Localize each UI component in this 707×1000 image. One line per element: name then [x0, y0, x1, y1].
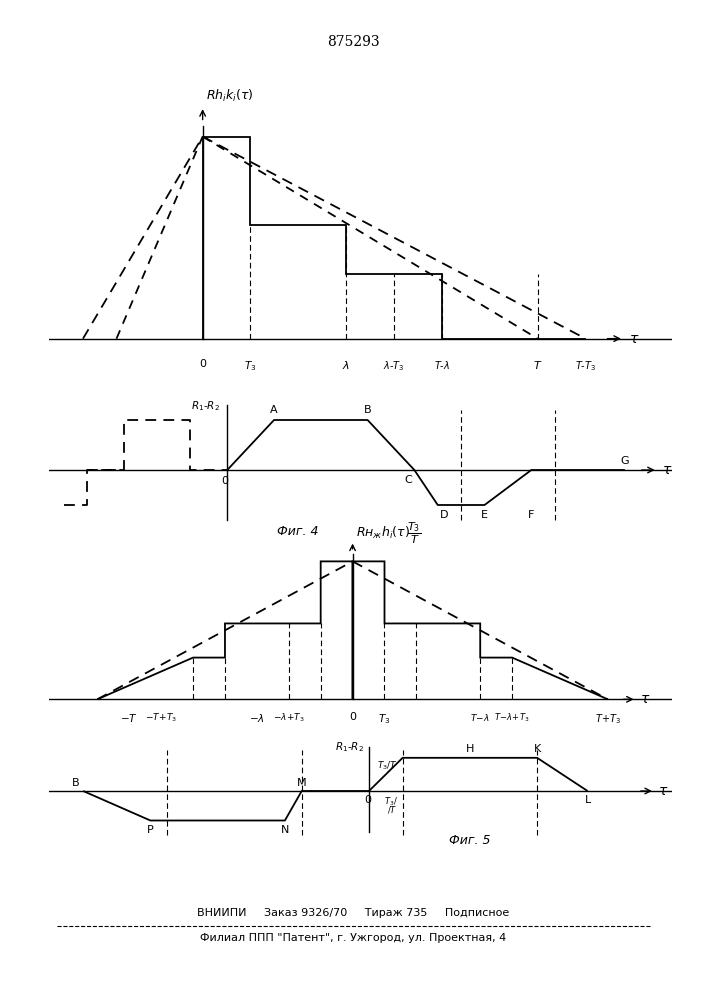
Text: $T$-$T_3$: $T$-$T_3$: [575, 359, 596, 373]
Text: $R_1$-$R_2$: $R_1$-$R_2$: [192, 399, 221, 413]
Text: K: K: [534, 744, 541, 754]
Text: 0: 0: [199, 359, 206, 369]
Text: N: N: [281, 825, 289, 835]
Text: $-\lambda\!+\!T_3$: $-\lambda\!+\!T_3$: [273, 712, 305, 724]
Text: $-T$: $-T$: [120, 712, 138, 724]
Text: Фиг. 4: Фиг. 4: [276, 525, 318, 538]
Text: Фиг. 5: Фиг. 5: [449, 834, 491, 847]
Text: 0: 0: [221, 476, 228, 486]
Text: ВНИИПИ     Заказ 9326/70     Тираж 735     Подписное: ВНИИПИ Заказ 9326/70 Тираж 735 Подписное: [197, 908, 510, 918]
Text: $/T$: $/T$: [387, 804, 397, 815]
Text: D: D: [440, 510, 449, 520]
Text: P: P: [147, 825, 153, 835]
Text: $Rн_жh_i(\tau)$: $Rн_жh_i(\tau)$: [356, 525, 410, 541]
Text: C: C: [404, 475, 412, 485]
Text: $T_3/$: $T_3/$: [384, 795, 397, 808]
Text: $\lambda$: $\lambda$: [342, 359, 350, 371]
Text: $\tau$: $\tau$: [640, 692, 650, 706]
Text: $R_1$-$R_2$: $R_1$-$R_2$: [335, 740, 364, 754]
Text: $T_3$: $T_3$: [378, 712, 391, 726]
Text: E: E: [481, 510, 488, 520]
Text: $T_3$: $T_3$: [245, 359, 257, 373]
Text: M: M: [297, 778, 307, 788]
Text: $-T\!+\!T_3$: $-T\!+\!T_3$: [145, 712, 177, 724]
Text: $-\lambda$: $-\lambda$: [249, 712, 264, 724]
Text: $\tau$: $\tau$: [658, 784, 669, 798]
Text: F: F: [528, 510, 534, 520]
Text: $\dfrac{T_3}{T}$: $\dfrac{T_3}{T}$: [407, 521, 421, 546]
Text: 875293: 875293: [327, 35, 380, 49]
Text: 0: 0: [349, 712, 356, 722]
Text: $Rh_ik_i(\tau)$: $Rh_ik_i(\tau)$: [206, 88, 254, 104]
Text: Филиал ППП "Патент", г. Ужгород, ул. Проектная, 4: Филиал ППП "Патент", г. Ужгород, ул. Про…: [200, 933, 507, 943]
Text: $T_3/T$: $T_3/T$: [377, 759, 397, 772]
Text: 0: 0: [364, 795, 370, 805]
Text: G: G: [621, 456, 629, 466]
Text: $\tau$: $\tau$: [662, 463, 673, 477]
Text: L: L: [585, 795, 591, 805]
Text: A: A: [270, 405, 278, 415]
Text: $T$: $T$: [533, 359, 542, 371]
Text: $T$-$\lambda$: $T$-$\lambda$: [434, 359, 450, 371]
Text: B: B: [72, 778, 80, 788]
Text: H: H: [466, 744, 474, 754]
Text: $T\!-\!\lambda\!+\!T_3$: $T\!-\!\lambda\!+\!T_3$: [494, 712, 530, 724]
Text: $\tau$: $\tau$: [629, 332, 639, 346]
Text: $T\!+\!T_3$: $T\!+\!T_3$: [595, 712, 621, 726]
Text: $\lambda$-$T_3$: $\lambda$-$T_3$: [383, 359, 405, 373]
Text: $T\!-\!\lambda$: $T\!-\!\lambda$: [470, 712, 490, 723]
Text: B: B: [364, 405, 371, 415]
